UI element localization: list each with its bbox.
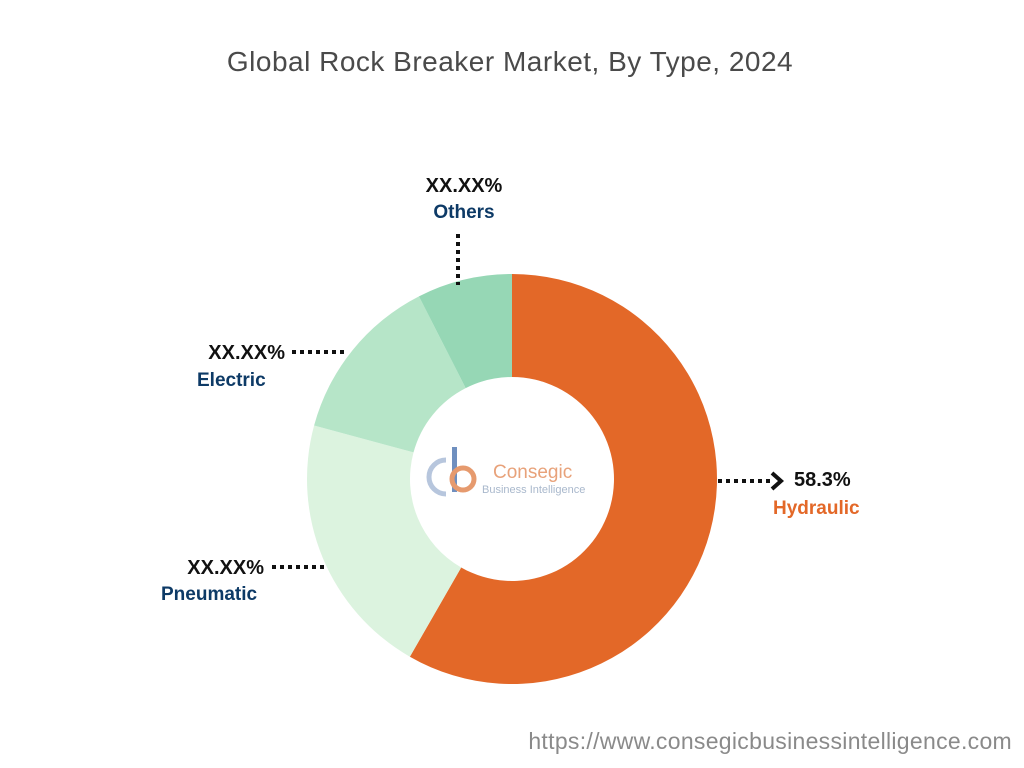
brand-name: Consegic (493, 462, 572, 483)
slice-labels: 58.3% Hydraulic XX.XX% Pneumatic XX.XX% Elect… (161, 175, 860, 605)
slice-pneumatic (307, 425, 462, 657)
brand-tagline: Business Intelligence (482, 484, 585, 496)
arrow-icon (770, 471, 785, 491)
value-label-pneumatic: XX.XX% (187, 557, 264, 579)
category-label-electric: Electric (197, 370, 266, 391)
category-label-others: Others (433, 202, 494, 223)
slice-hydraulic (409, 274, 717, 684)
category-label-pneumatic: Pneumatic (161, 584, 258, 605)
category-label-hydraulic: Hydraulic (773, 498, 860, 519)
chart-title: Global Rock Breaker Market, By Type, 202… (226, 46, 794, 77)
brand-logo-icon (426, 447, 477, 497)
value-label-electric: XX.XX% (208, 342, 285, 364)
center-logo: Consegic Business Intelligence (426, 447, 585, 497)
slice-electric (314, 296, 466, 453)
source-url: https://www.consegicbusinessintelligence… (528, 728, 1012, 754)
donut-slices (307, 274, 717, 684)
slice-others (418, 274, 512, 389)
value-label-hydraulic: 58.3% (794, 469, 851, 491)
value-label-others: XX.XX% (426, 175, 503, 197)
